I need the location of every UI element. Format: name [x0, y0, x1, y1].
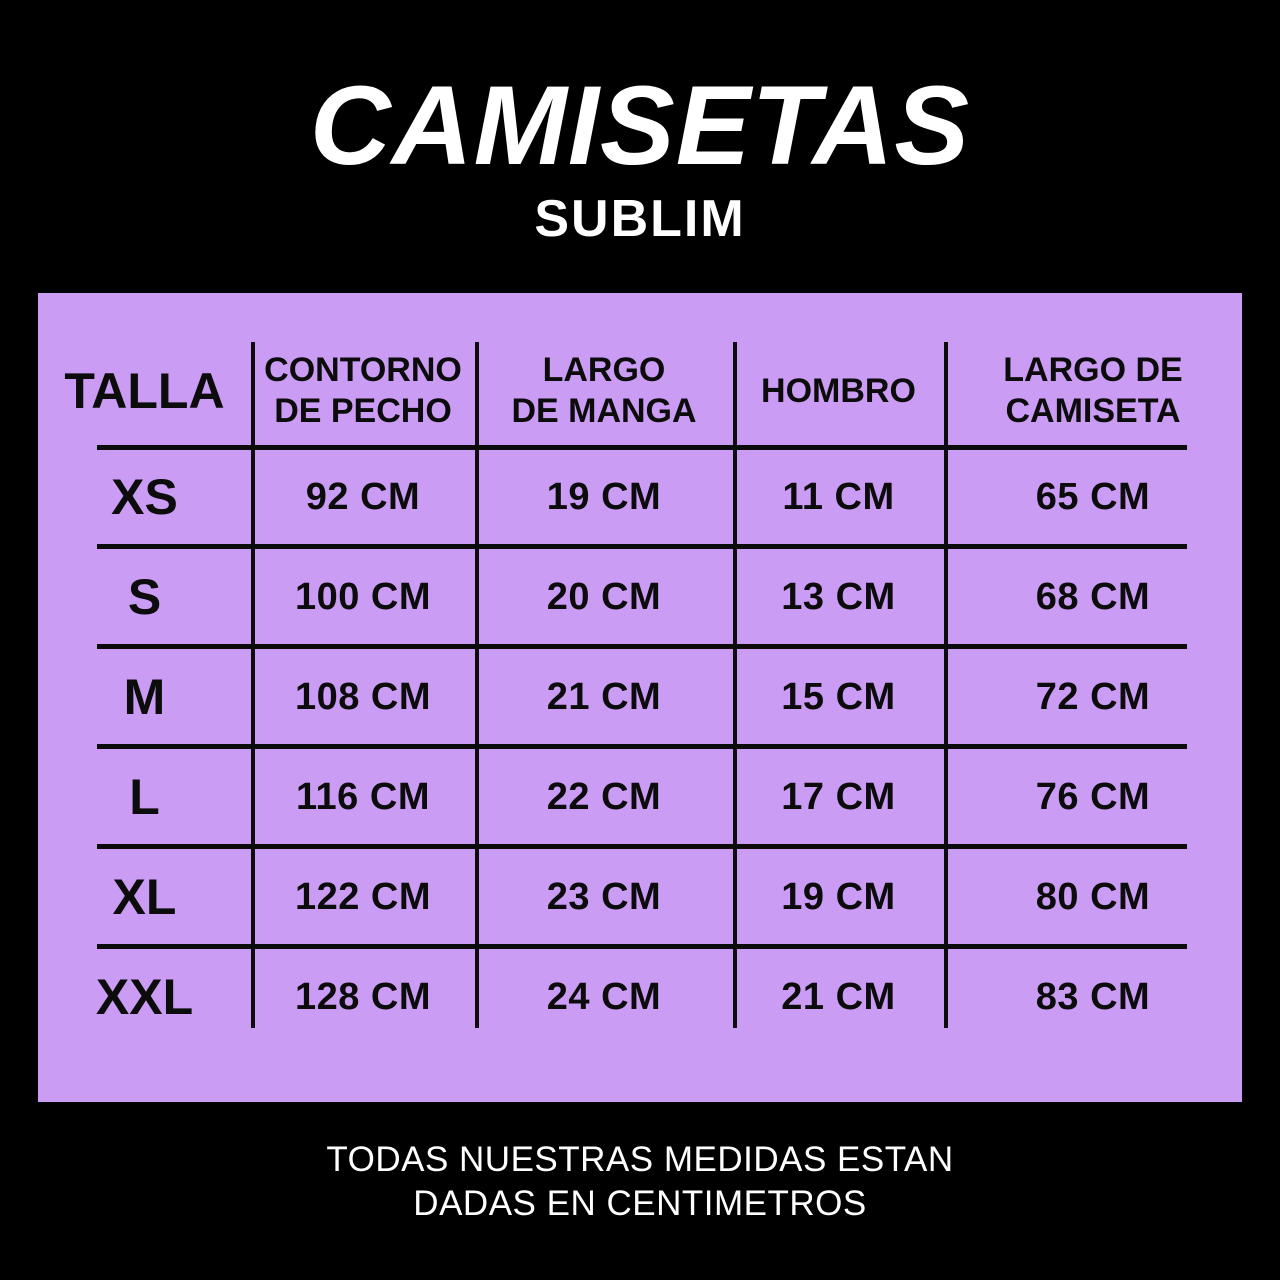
measure-value: 100 CM [294, 575, 432, 618]
measure-value: 122 CM [294, 875, 432, 918]
measure-value: 83 CM [1035, 975, 1151, 1018]
measure-value: 13 CM [781, 575, 896, 618]
measure-value: 17 CM [781, 775, 896, 818]
size-chart-panel: TALLA CONTORNO DE PECHO LARGO DE MANGA HOMBRO… [38, 293, 1242, 1102]
measure-value: 72 CM [1035, 675, 1151, 718]
column-header: LARGO DE MANGA [511, 351, 697, 430]
row-divider [97, 644, 1187, 649]
measure-value: 68 CM [1035, 575, 1151, 618]
row-divider [97, 944, 1187, 949]
measure-value: 76 CM [1035, 775, 1151, 818]
measure-value: 80 CM [1035, 875, 1151, 918]
measure-value: 19 CM [781, 875, 896, 918]
column-header: HOMBRO [761, 371, 916, 410]
measure-value: 21 CM [546, 675, 662, 718]
row-divider [97, 544, 1187, 549]
footer-line-1: TODAS NUESTRAS MEDIDAS ESTAN [326, 1140, 954, 1179]
measure-value: 92 CM [305, 475, 421, 518]
measure-value: 11 CM [782, 475, 895, 518]
measure-value: 116 CM [296, 775, 430, 818]
measure-value: 22 CM [546, 775, 662, 818]
measure-value: 128 CM [294, 975, 432, 1018]
size-label: L [129, 769, 160, 825]
column-divider [944, 342, 948, 1028]
page-subtitle: SUBLIM [534, 190, 746, 248]
column-header: CONTORNO DE PECHO [264, 351, 462, 430]
measure-value: 20 CM [546, 575, 662, 618]
measure-value: 15 CM [781, 675, 896, 718]
column-divider [475, 342, 479, 1028]
size-label: M [123, 669, 166, 725]
measure-value: 65 CM [1035, 475, 1151, 518]
column-divider [733, 342, 737, 1028]
row-divider [97, 844, 1187, 849]
column-header: LARGO DE CAMISETA [1003, 351, 1183, 430]
measure-value: 21 CM [781, 975, 896, 1018]
measure-value: 24 CM [546, 975, 662, 1018]
size-label: XL [112, 869, 177, 925]
row-divider [97, 445, 1187, 450]
row-divider [97, 744, 1187, 749]
size-label: XXL [95, 969, 194, 1025]
size-label: XS [111, 469, 178, 525]
footer-line-2: DADAS EN CENTIMETROS [413, 1184, 867, 1223]
column-header: TALLA [64, 363, 225, 419]
size-label: S [127, 569, 162, 625]
size-table: TALLA CONTORNO DE PECHO LARGO DE MANGA HOMBRO… [38, 293, 1242, 1102]
page-title: CAMISETAS [309, 63, 971, 188]
column-divider [251, 342, 255, 1028]
measure-value: 23 CM [546, 875, 662, 918]
measure-value: 19 CM [546, 475, 662, 518]
measure-value: 108 CM [294, 675, 432, 718]
footer-note: TODAS NUESTRAS MEDIDAS ESTAN DADAS EN CE… [0, 1138, 1280, 1226]
